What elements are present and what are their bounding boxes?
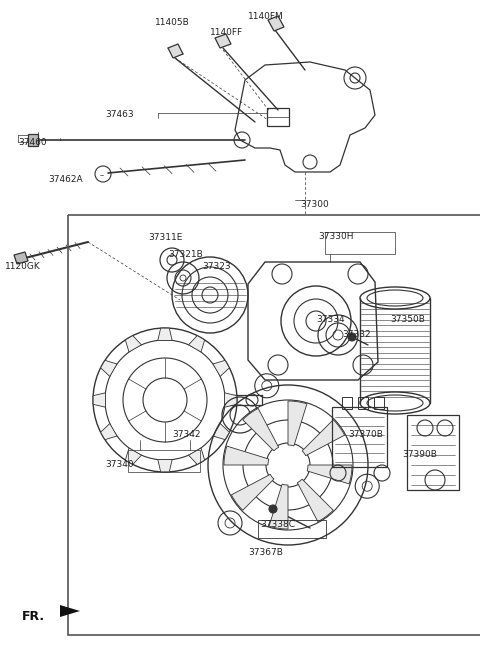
Bar [342,397,352,409]
Text: 1140FF: 1140FF [210,28,243,37]
Text: 37300: 37300 [300,200,329,209]
Bar [374,397,384,409]
Polygon shape [215,34,231,48]
Polygon shape [158,328,172,340]
Bar [358,397,368,409]
Polygon shape [60,605,80,617]
Polygon shape [302,420,345,456]
Circle shape [269,505,277,513]
Polygon shape [189,448,204,465]
Polygon shape [269,484,288,529]
Polygon shape [243,408,279,451]
Text: 37463: 37463 [105,110,133,119]
Polygon shape [101,360,117,376]
Text: 37460: 37460 [18,138,47,147]
Polygon shape [213,360,229,376]
Bar [407,415,459,490]
Text: 37338C: 37338C [260,520,295,529]
Polygon shape [168,44,183,58]
Text: 37370B: 37370B [348,430,383,439]
Text: 1120GK: 1120GK [5,262,41,271]
Bar [128,450,200,472]
Polygon shape [125,448,142,465]
Polygon shape [189,336,204,352]
Text: 37330H: 37330H [318,232,353,241]
Bar [68,215,480,635]
Text: 37311E: 37311E [148,233,182,242]
Polygon shape [28,134,38,146]
Polygon shape [158,459,172,472]
Text: 11405B: 11405B [155,18,190,27]
Bar [258,520,326,538]
Text: FR.: FR. [22,610,45,623]
Text: 37323: 37323 [202,262,230,271]
Polygon shape [14,252,28,264]
Text: 1140FM: 1140FM [248,12,284,21]
Bar [325,232,395,254]
Text: 37321B: 37321B [168,250,203,259]
Text: 37332: 37332 [342,330,371,339]
Polygon shape [307,465,352,484]
Text: 37350B: 37350B [390,315,425,324]
Text: 37367B: 37367B [248,548,283,557]
Polygon shape [225,393,237,407]
Polygon shape [93,393,106,407]
Polygon shape [288,401,307,446]
Polygon shape [224,446,269,465]
Text: 37342: 37342 [172,430,201,439]
Polygon shape [268,16,284,31]
Polygon shape [125,336,142,352]
Polygon shape [297,479,333,522]
Text: 37340: 37340 [105,460,133,469]
Text: 37334: 37334 [316,315,345,324]
Polygon shape [101,424,117,440]
Polygon shape [231,474,274,510]
Bar [332,407,387,467]
Bar [267,108,289,126]
Polygon shape [213,424,229,440]
Circle shape [348,333,356,341]
Text: 37462A: 37462A [48,175,83,184]
Text: 37390B: 37390B [402,450,437,459]
